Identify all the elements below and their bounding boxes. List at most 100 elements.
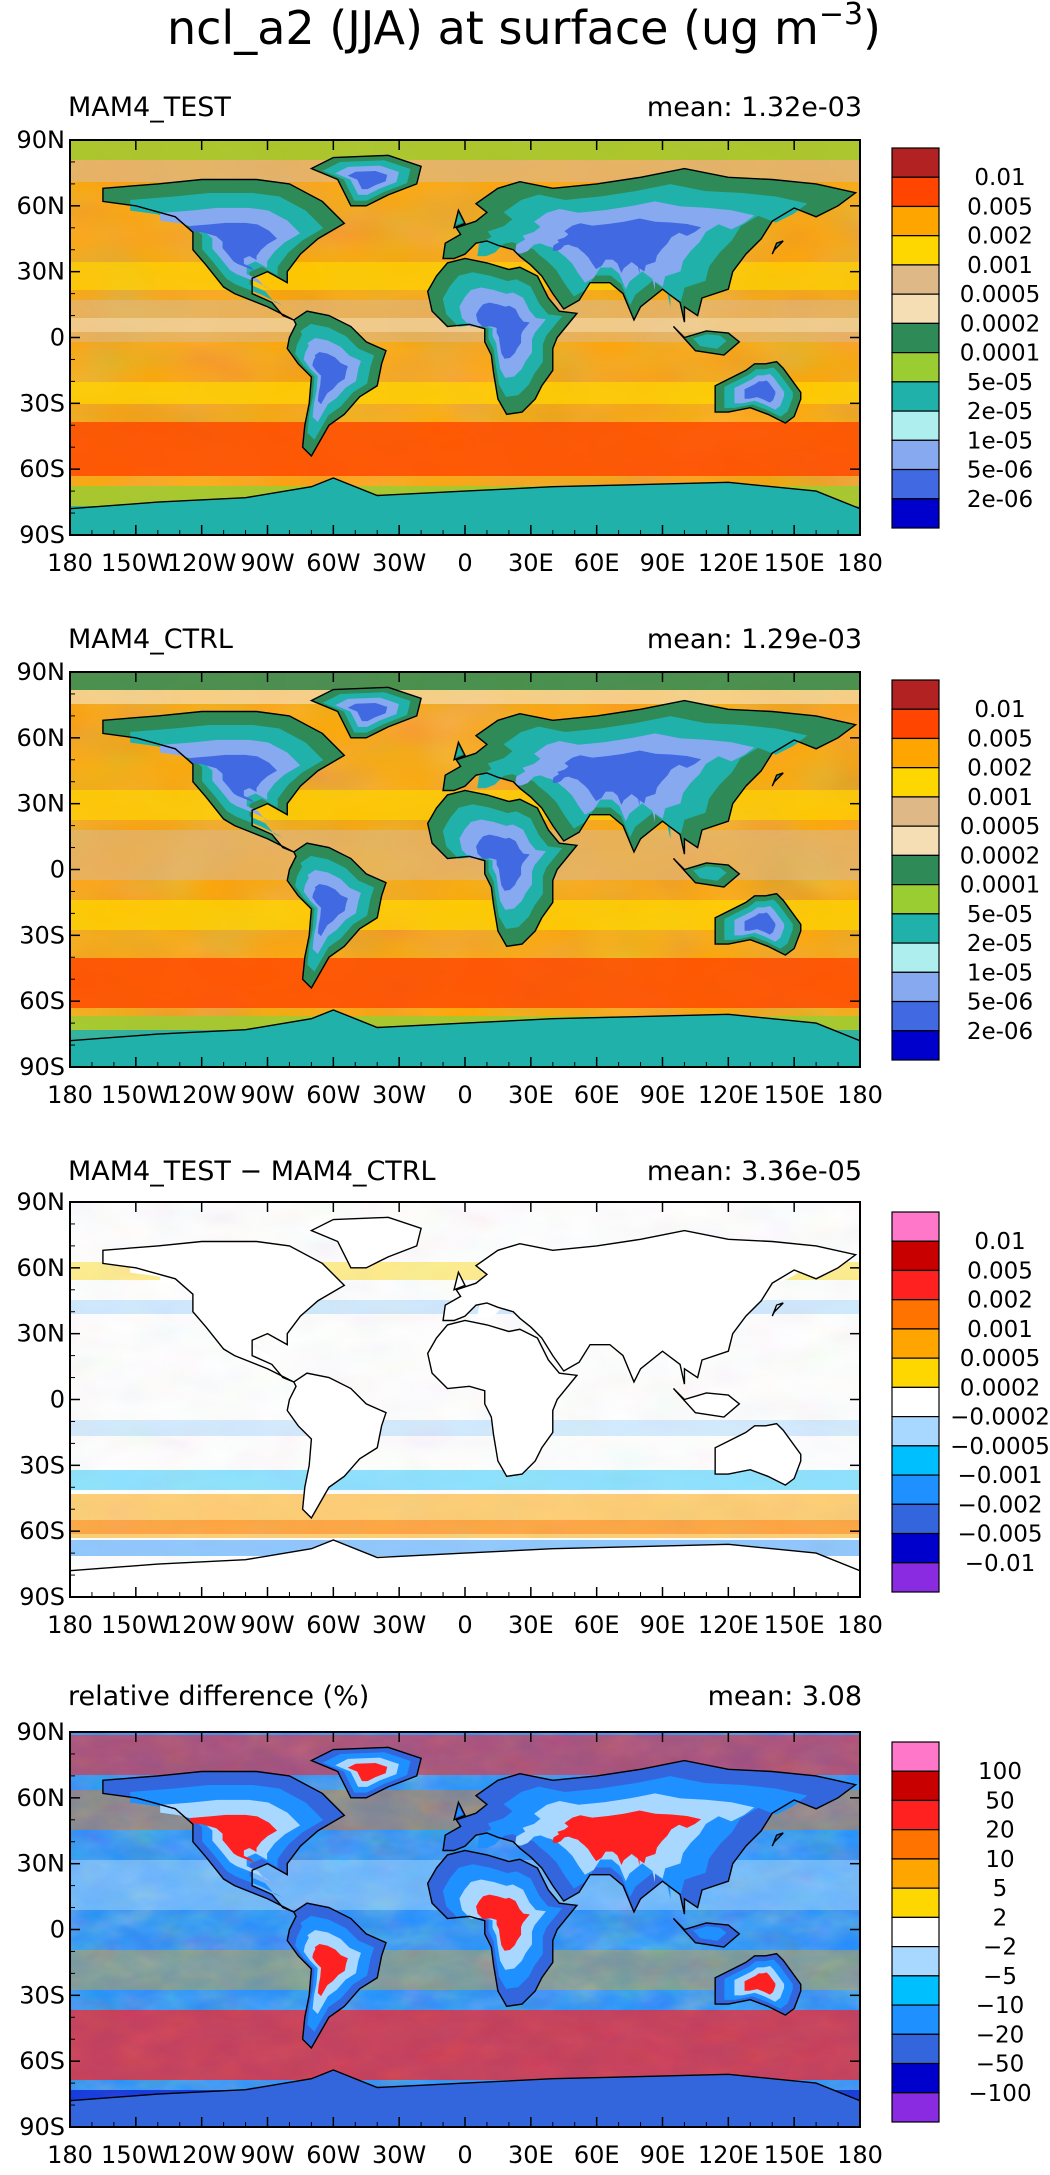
x-tick-label: 30W [372,1611,426,1639]
land-shade-5-3 [744,1972,776,1995]
colorbar-label: 0.001 [967,253,1033,279]
x-tick-label: 120E [698,2141,759,2169]
x-tick-label: 0 [457,549,472,577]
colorbar-swatch [891,293,940,324]
colorbar-swatch [891,1858,940,1889]
x-tick-label: 120W [167,549,237,577]
colorbar-swatch [891,352,940,383]
x-tick-label: 120E [698,1611,759,1639]
colorbar-swatch [891,1416,940,1447]
colorbar-swatch [891,2033,940,2065]
colorbar-label: 0.005 [967,1258,1033,1284]
x-tick-label: 180 [837,1611,883,1639]
x-tick-label: 0 [457,2141,472,2169]
coastline-8 [771,1832,784,1847]
y-tick-label: 30S [19,389,65,417]
coastline-7 [672,858,741,888]
y-tick-label: 60S [19,1517,65,1545]
x-tick-label: 120E [698,549,759,577]
land-shade-6-0 [70,2069,860,2127]
land-shade-8-1 [773,775,781,784]
y-tick-label: 30S [19,921,65,949]
land-shade-1-3 [312,1414,348,1467]
x-tick-label: 150E [764,1081,825,1109]
x-tick-label: 30W [372,2141,426,2169]
colorbar-label: 5e-06 [967,990,1033,1016]
colorbar-swatch [891,767,940,798]
x-tick-label: 150W [101,1611,171,1639]
coastline-2 [309,154,422,207]
colorbar-label: 0.0001 [960,341,1040,367]
land-shade-6-0 [70,1009,860,1067]
colorbar-label: 0.0005 [960,814,1040,840]
colorbar-swatch [891,1445,940,1476]
colorbar: 0.01 0.005 0.002 0.001 0.0005 0.0002 0.0001 5e-… [891,679,1040,1061]
y-tick-label: 0 [50,324,65,352]
colorbar-swatch [891,1946,940,1977]
x-tick-label: 60W [306,2141,360,2169]
x-tick-label: 60E [574,1611,620,1639]
coastlines [69,154,861,536]
x-tick-label: 30E [508,549,554,577]
colorbar-label: 2e-06 [967,1019,1033,1045]
x-tick-label: 30E [508,1081,554,1109]
colorbar-label: −0.0002 [950,1405,1050,1431]
colorbar-label: 0.002 [967,756,1033,782]
land-shade-4-3 [476,302,530,359]
x-tick-label: 150W [101,549,171,577]
colorbar-label: 50 [985,1788,1014,1814]
land-shade-3-3 [552,218,702,274]
colorbar-label: −5 [983,1964,1017,1990]
colorbar-label: 0.01 [974,165,1025,191]
colorbar: 0.01 0.005 0.002 0.001 0.0005 0.0002 0.0001 5e-… [891,147,1040,529]
colorbar-label: 5 [993,1876,1008,1902]
coastline-5 [714,1952,802,2016]
x-tick-label: 150E [764,2141,825,2169]
colorbar-label: 0.002 [967,224,1033,250]
coastline-4 [426,789,579,948]
colorbar-label: −0.01 [965,1551,1035,1577]
x-tick-label: 90W [240,549,294,577]
land-shade-5-3 [744,1442,776,1465]
x-tick-label: 60W [306,1081,360,1109]
x-tick-label: 180 [47,549,93,577]
colorbar-label: 0.0005 [960,1346,1040,1372]
land-shade-3-3 [552,1810,702,1866]
x-tick-label: 90E [640,1611,686,1639]
colorbar-label: 0.0002 [960,1375,1040,1401]
x-tick-label: 150E [764,1611,825,1639]
panel-title: MAM4_TEST − MAM4_CTRL [68,1156,436,1187]
coastline-7 [672,1388,741,1418]
colorbar-swatch [891,1916,940,1948]
colorbar: 0.01 0.005 0.002 0.001 0.0005 0.0002 −0.0002 −0… [891,1211,1050,1593]
land-shade-0-3 [190,1814,278,1866]
y-tick-label: 90S [19,2113,65,2141]
x-tick-label: 180 [837,1081,883,1109]
x-tick-label: 30E [508,2141,554,2169]
colorbar-label: −100 [968,2081,1031,2107]
colorbar-swatch [891,468,940,500]
coastline-8 [771,772,784,787]
colorbar-swatch [891,1269,940,1301]
colorbar-swatch [891,913,940,944]
colorbar-swatch [891,2062,940,2094]
coastline-1 [286,1372,387,1520]
colorbar-swatch [891,1211,940,1242]
x-tick-label: 150W [101,1081,171,1109]
colorbar-swatch [891,1474,940,1505]
x-tick-label: 120W [167,1081,237,1109]
colorbar: 100 50 20 10 5 2 −2 −5 −10 −20 −50 −100 [891,1741,1032,2123]
colorbar-swatch [891,737,940,769]
colorbar-swatch [891,1770,940,1802]
x-tick-label: 180 [837,549,883,577]
coastline-3 [442,167,858,323]
panel-mean: mean: 1.32e-03 [647,92,862,123]
y-tick-label: 90S [19,1053,65,1081]
colorbar-swatch [891,942,940,973]
colorbar-label: 5e-05 [967,902,1033,928]
colorbar-swatch [891,176,940,208]
colorbar-swatch [891,1887,940,1918]
colorbar-swatch [891,264,940,295]
coastline-9 [453,740,466,761]
y-tick-label: 90S [19,1583,65,1611]
